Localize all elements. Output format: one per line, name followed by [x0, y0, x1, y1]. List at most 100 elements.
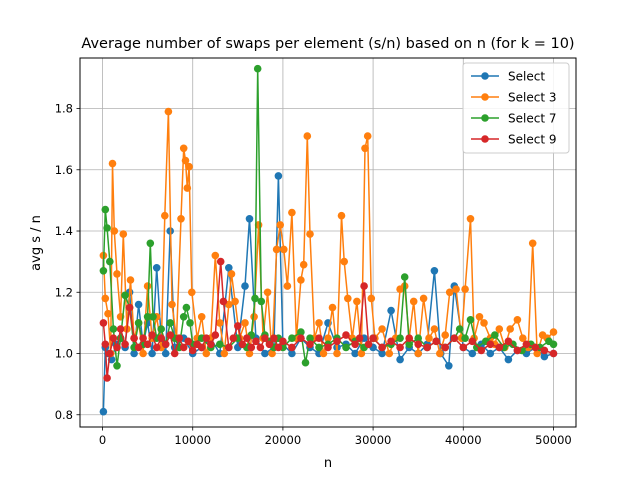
data-point: [400, 273, 409, 281]
data-point: [425, 334, 433, 343]
data-point: [414, 349, 423, 358]
data-point: [396, 343, 404, 352]
data-point: [152, 343, 161, 352]
series-layer: [99, 64, 558, 416]
data-point: [549, 349, 558, 358]
data-point: [148, 349, 156, 358]
data-point: [110, 227, 119, 235]
data-point: [274, 343, 283, 352]
data-point: [188, 288, 196, 297]
data-point: [247, 343, 256, 352]
legend-entry: Select 3: [471, 91, 556, 105]
data-point: [256, 343, 265, 352]
y-tick-label: 1.2: [55, 285, 73, 299]
data-point: [229, 334, 238, 343]
y-tick-label: 1.0: [55, 347, 73, 361]
legend-entries: Select Select 3 Select 7 Select 9: [471, 70, 556, 147]
data-point: [475, 313, 484, 321]
data-point: [461, 285, 469, 294]
data-point: [486, 349, 495, 358]
data-point: [99, 267, 108, 275]
y-tick-label: 1.4: [55, 224, 73, 238]
data-point: [405, 334, 414, 343]
data-point: [306, 230, 314, 238]
data-point: [272, 245, 281, 254]
data-point: [227, 270, 236, 278]
data-point: [333, 349, 341, 358]
data-point: [324, 334, 332, 343]
data-point: [108, 159, 117, 168]
data-point: [288, 334, 296, 343]
data-point: [495, 343, 504, 352]
data-point: [430, 267, 439, 275]
legend-entry: Select 9: [471, 133, 556, 147]
data-point: [238, 340, 247, 349]
data-point: [197, 343, 206, 352]
data-point: [531, 343, 540, 352]
data-point: [139, 334, 147, 343]
data-point: [450, 334, 459, 343]
y-axis-label: avg s / n: [29, 215, 44, 271]
data-point: [157, 325, 165, 333]
legend-marker: [481, 72, 489, 80]
data-point: [351, 349, 359, 358]
data-point: [99, 319, 108, 327]
data-point: [540, 346, 549, 355]
data-point: [126, 276, 135, 284]
data-point: [202, 349, 211, 358]
data-point: [549, 340, 558, 349]
data-point: [315, 343, 323, 352]
legend: Select Select 3 Select 7 Select 9: [462, 62, 570, 154]
data-point: [134, 300, 143, 309]
data-point: [280, 245, 288, 254]
data-point: [143, 340, 152, 349]
data-point: [186, 319, 194, 327]
data-point: [461, 334, 469, 343]
data-point: [103, 224, 111, 232]
data-point: [143, 313, 152, 321]
data-point: [466, 316, 475, 324]
data-point: [436, 349, 444, 358]
data-point: [183, 184, 192, 192]
data-point: [175, 334, 183, 343]
data-point: [166, 319, 174, 327]
data-point: [445, 362, 453, 370]
data-point: [315, 334, 323, 343]
data-point: [506, 325, 514, 333]
data-point: [245, 349, 254, 358]
data-point: [367, 294, 376, 303]
data-point: [216, 319, 224, 327]
data-point: [161, 211, 169, 220]
data-point: [344, 294, 352, 303]
data-point: [268, 349, 276, 358]
data-point: [387, 337, 395, 346]
data-point: [480, 319, 488, 327]
x-tick-label: 0: [99, 433, 106, 447]
data-point: [353, 297, 361, 306]
data-point: [522, 340, 531, 349]
data-point: [504, 355, 513, 364]
data-point: [306, 334, 314, 343]
data-point: [113, 343, 121, 352]
data-point: [109, 334, 118, 343]
data-point: [231, 297, 239, 306]
data-point: [357, 349, 366, 358]
data-point: [168, 300, 176, 309]
data-point: [243, 334, 251, 343]
data-point: [225, 264, 233, 272]
data-point: [288, 343, 296, 352]
y-tick-label: 1.8: [55, 102, 73, 116]
data-point: [486, 340, 495, 349]
data-point: [197, 313, 206, 321]
data-point: [378, 325, 386, 333]
data-point: [361, 144, 369, 153]
data-point: [468, 349, 477, 358]
data-point: [207, 340, 215, 349]
data-point: [216, 340, 224, 349]
data-point: [245, 215, 254, 223]
data-point: [241, 319, 249, 327]
data-point: [369, 334, 377, 343]
legend-marker: [481, 93, 489, 101]
data-point: [164, 107, 173, 116]
